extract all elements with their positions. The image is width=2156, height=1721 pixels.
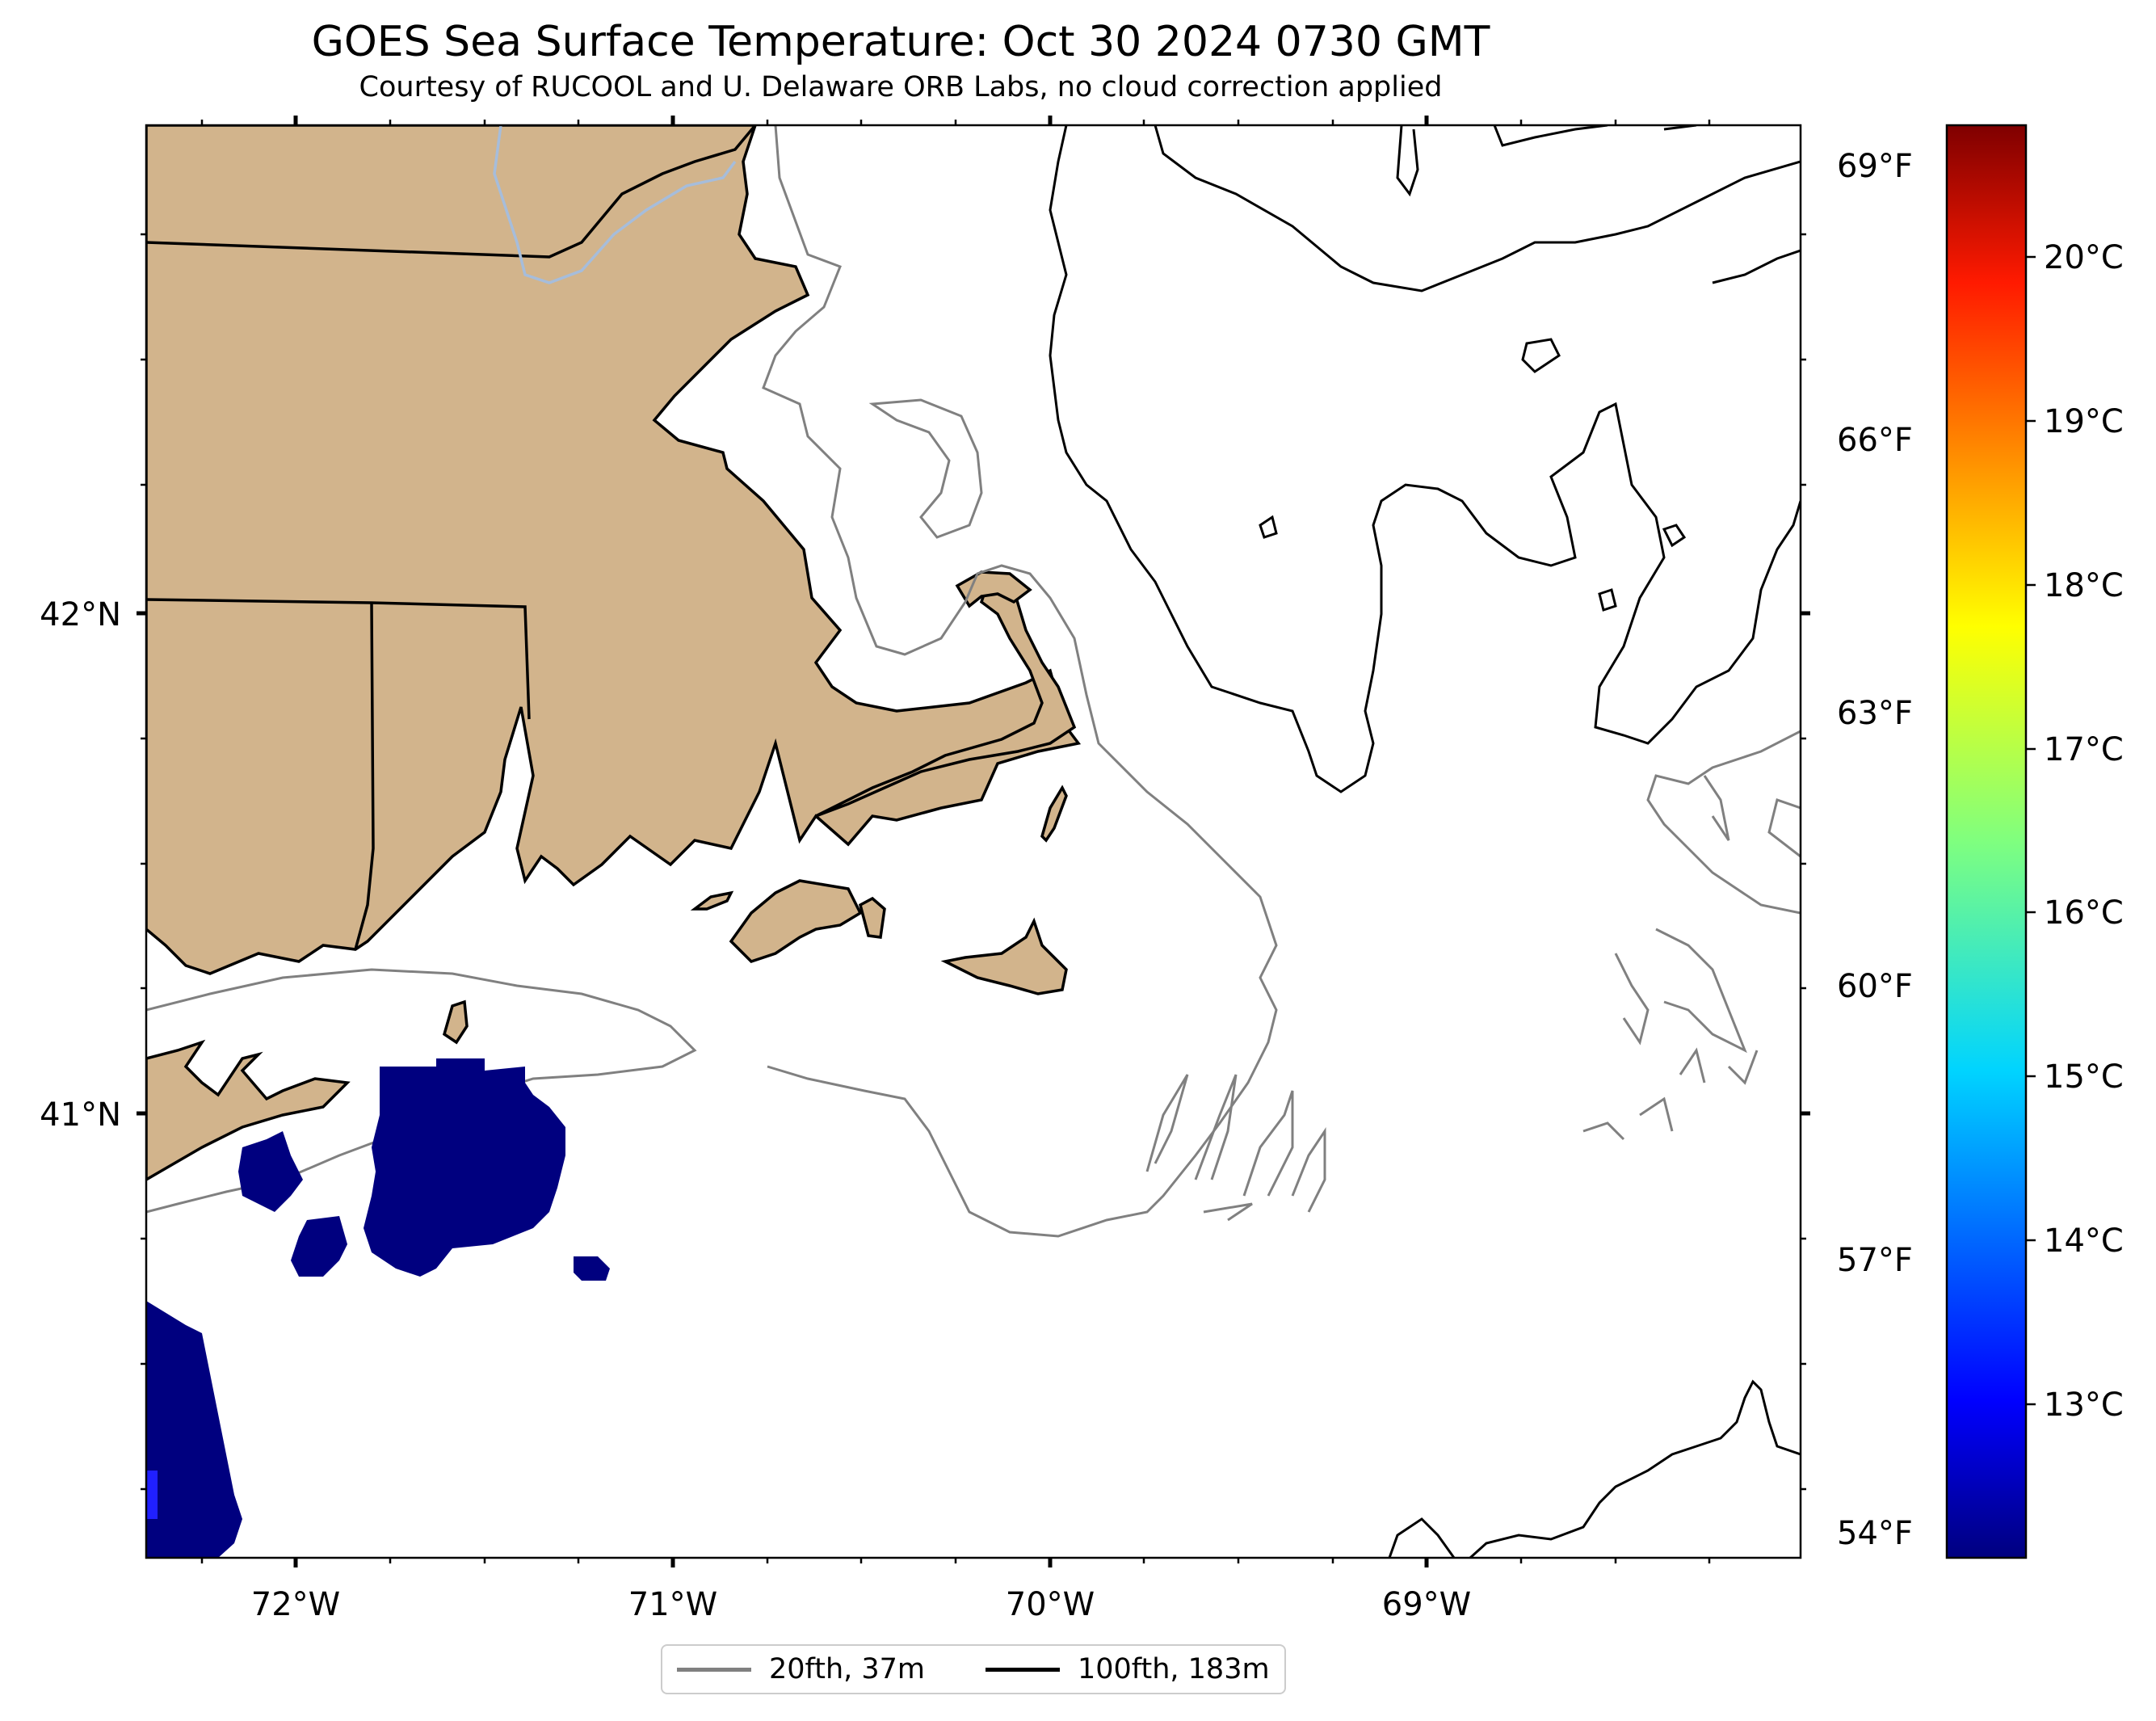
river bbox=[493, 125, 737, 284]
map-subtitle: Courtesy of RUCOOL and U. Delaware ORB L… bbox=[359, 71, 1443, 103]
celsius-label: 17°C bbox=[2044, 731, 2124, 768]
island-marthas-vineyard bbox=[729, 879, 863, 964]
island-nantucket bbox=[940, 917, 1068, 995]
contour-20fth-shoals bbox=[1145, 1074, 1326, 1222]
fahrenheit-label: 57°F bbox=[1837, 1242, 1913, 1279]
map-title: GOES Sea Surface Temperature: Oct 30 202… bbox=[311, 18, 1490, 66]
contour-20fth-bank bbox=[868, 398, 983, 539]
celsius-label: 19°C bbox=[2044, 403, 2124, 440]
legend-label: 20fth, 37m bbox=[769, 1653, 926, 1685]
celsius-label: 13°C bbox=[2044, 1386, 2124, 1424]
island-block bbox=[442, 999, 469, 1045]
lat-label: 41°N bbox=[40, 1096, 121, 1134]
colorbar bbox=[1945, 124, 2028, 1559]
contour-100fth-south bbox=[1388, 1379, 1801, 1558]
map-area bbox=[146, 125, 1801, 1558]
fahrenheit-label: 60°F bbox=[1837, 968, 1913, 1005]
island-elizabeth bbox=[690, 890, 734, 911]
legend-label: 100fth, 183m bbox=[1078, 1653, 1270, 1685]
state-border-ma-nh bbox=[146, 125, 757, 259]
lon-label: 72°W bbox=[251, 1586, 340, 1623]
celsius-label: 18°C bbox=[2044, 567, 2124, 604]
map-frame bbox=[145, 124, 1802, 1559]
island-nomans bbox=[858, 896, 886, 939]
lon-label: 69°W bbox=[1382, 1586, 1471, 1623]
contour-20fth-ne bbox=[762, 125, 1278, 1238]
fahrenheit-label: 69°F bbox=[1837, 148, 1913, 185]
lat-ticks bbox=[137, 233, 1810, 1491]
contour-legend: 20fth, 37m 100fth, 183m bbox=[661, 1644, 1286, 1694]
sst-data-pixels bbox=[146, 1058, 610, 1558]
state-border-ma-ct-ri bbox=[146, 598, 531, 720]
lat-label: 42°N bbox=[40, 596, 121, 633]
celsius-label: 16°C bbox=[2044, 894, 2124, 932]
fahrenheit-label: 63°F bbox=[1837, 695, 1913, 732]
land-mainland bbox=[146, 125, 1082, 975]
legend-item-100fth: 100fth, 183m bbox=[986, 1646, 1270, 1693]
legend-line-gray bbox=[677, 1667, 751, 1672]
sst-pixel-warmer bbox=[146, 1471, 158, 1519]
lon-label: 71°W bbox=[628, 1586, 717, 1623]
land-long-island bbox=[146, 1039, 351, 1182]
celsius-label: 15°C bbox=[2044, 1058, 2124, 1096]
celsius-label: 20°C bbox=[2044, 239, 2124, 276]
island-monomoy bbox=[1040, 785, 1068, 843]
colorbar-ticks bbox=[2026, 255, 2036, 1406]
state-border-ct-ri bbox=[354, 602, 375, 950]
contour-20fth-georges bbox=[1582, 730, 1801, 1141]
legend-item-20fth: 20fth, 37m bbox=[677, 1646, 925, 1693]
lon-ticks bbox=[200, 116, 1711, 1567]
fahrenheit-label: 66°F bbox=[1837, 422, 1913, 459]
lon-label: 70°W bbox=[1006, 1586, 1095, 1623]
legend-line-black bbox=[986, 1667, 1060, 1672]
contour-100fth-gom bbox=[1049, 125, 1801, 793]
celsius-label: 14°C bbox=[2044, 1222, 2124, 1260]
fahrenheit-label: 54°F bbox=[1837, 1515, 1913, 1552]
contour-100fth-north bbox=[1154, 125, 1801, 612]
